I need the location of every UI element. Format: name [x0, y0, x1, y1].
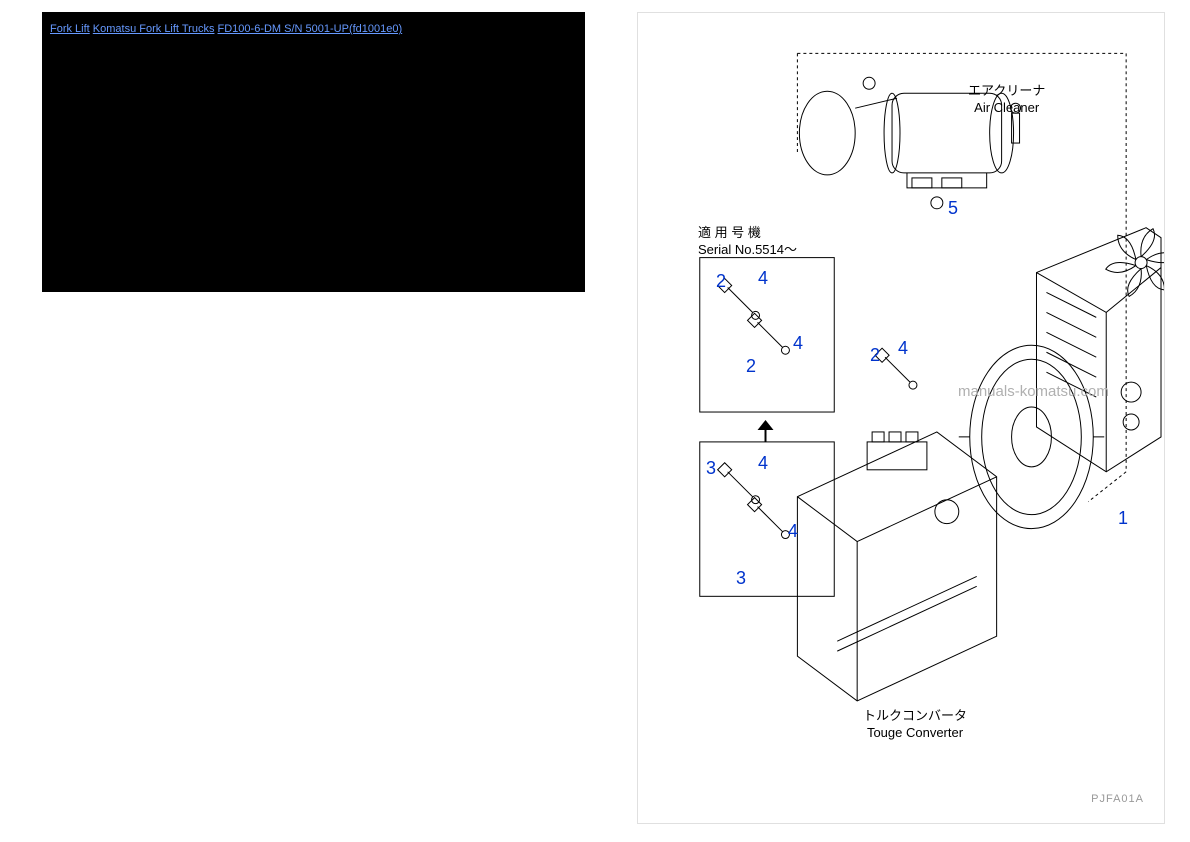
- callout-5[interactable]: 5: [948, 198, 958, 219]
- callout-4[interactable]: 4: [758, 268, 768, 289]
- breadcrumb-link-model[interactable]: FD100-6-DM S/N 5001-UP(fd1001e0): [218, 23, 403, 35]
- callout-2[interactable]: 2: [746, 356, 756, 377]
- callout-4[interactable]: 4: [758, 453, 768, 474]
- air-cleaner-label: エアクリーナ Air Cleaner: [968, 83, 1045, 117]
- diagram-container: エアクリーナ Air Cleaner 適 用 号 機 Serial No.551…: [638, 13, 1164, 823]
- callout-4[interactable]: 4: [788, 521, 798, 542]
- diagram-panel: エアクリーナ Air Cleaner 適 用 号 機 Serial No.551…: [637, 12, 1165, 824]
- air-cleaner-en: Air Cleaner: [968, 100, 1045, 117]
- callout-2[interactable]: 2: [716, 271, 726, 292]
- diagram-svg: [638, 13, 1164, 823]
- callout-4[interactable]: 4: [793, 333, 803, 354]
- callout-1[interactable]: 1: [1118, 508, 1128, 529]
- breadcrumb-link-category[interactable]: Fork Lift: [50, 23, 90, 35]
- serial-label: 適 用 号 機 Serial No.5514～: [698, 225, 797, 259]
- callout-3[interactable]: 3: [736, 568, 746, 589]
- breadcrumb-link-brand[interactable]: Komatsu Fork Lift Trucks: [93, 23, 215, 35]
- torque-en: Touge Converter: [863, 725, 967, 742]
- info-panel: Fork Lift Komatsu Fork Lift Trucks FD100…: [42, 12, 585, 292]
- air-cleaner-jp: エアクリーナ: [968, 83, 1045, 100]
- breadcrumb: Fork Lift Komatsu Fork Lift Trucks FD100…: [42, 12, 585, 47]
- callout-4[interactable]: 4: [898, 338, 908, 359]
- callout-3[interactable]: 3: [706, 458, 716, 479]
- torque-jp: トルクコンバータ: [863, 708, 967, 725]
- watermark-text: manuals-komatsu.com: [958, 383, 1109, 400]
- serial-en: Serial No.5514～: [698, 242, 797, 259]
- serial-jp: 適 用 号 機: [698, 225, 797, 242]
- figure-code: PJFA01A: [1091, 793, 1144, 805]
- torque-converter-label: トルクコンバータ Touge Converter: [863, 708, 967, 742]
- callout-2[interactable]: 2: [870, 345, 880, 366]
